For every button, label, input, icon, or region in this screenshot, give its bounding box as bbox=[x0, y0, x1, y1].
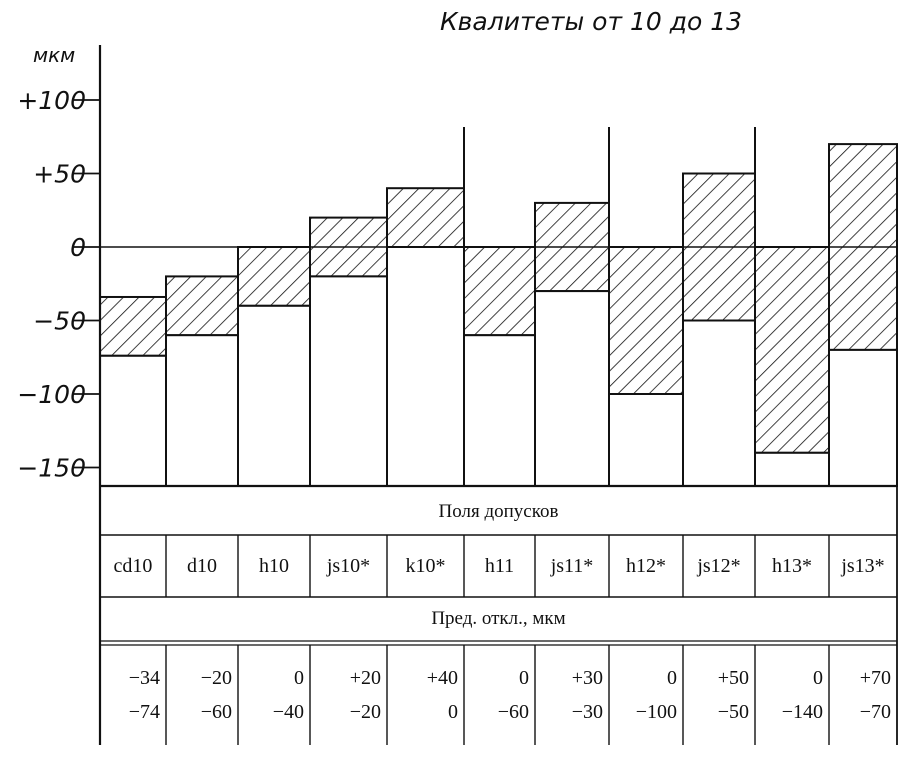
bar-base-cd10 bbox=[99, 354, 167, 487]
upper-deviation-d10: −20 bbox=[201, 667, 232, 689]
category-label-js13: js13* bbox=[840, 555, 884, 577]
category-label-k10: k10* bbox=[406, 555, 446, 577]
lower-deviation-js12: −50 bbox=[718, 701, 749, 723]
upper-deviation-h11: 0 bbox=[519, 667, 529, 689]
bar-base-h12 bbox=[608, 393, 684, 487]
upper-deviation-k10: +40 bbox=[427, 667, 458, 689]
upper-deviation-cd10: −34 bbox=[129, 667, 160, 689]
category-label-js12: js12* bbox=[696, 555, 740, 577]
category-label-h11: h11 bbox=[485, 555, 514, 577]
lower-deviation-h13: −140 bbox=[782, 701, 823, 723]
y-tick-label: +50 bbox=[33, 160, 86, 189]
upper-deviation-h13: 0 bbox=[813, 667, 823, 689]
deviations-header: Пред. откл., мкм bbox=[431, 608, 565, 629]
upper-deviation-js12: +50 bbox=[718, 667, 749, 689]
tolerance-zone-h10 bbox=[237, 246, 311, 307]
bar-base-k10 bbox=[386, 246, 465, 487]
bar-base-js11 bbox=[534, 290, 610, 487]
upper-deviation-js13: +70 bbox=[860, 667, 891, 689]
upper-deviation-js10: +20 bbox=[350, 667, 381, 689]
bar-base-h10 bbox=[237, 304, 311, 487]
upper-deviation-h12: 0 bbox=[667, 667, 677, 689]
tolerance-zone-h12 bbox=[608, 246, 684, 395]
bar-base-js10 bbox=[309, 275, 388, 487]
bar-base-js13 bbox=[828, 348, 898, 487]
bar-base-h13 bbox=[754, 451, 830, 487]
category-label-d10: d10 bbox=[187, 555, 217, 577]
bar-base-h11 bbox=[463, 334, 536, 488]
y-tick-label: −100 bbox=[17, 380, 86, 409]
lower-deviation-h10: −40 bbox=[273, 701, 304, 723]
y-tick-label: 0 bbox=[70, 233, 86, 262]
category-label-h13: h13* bbox=[772, 555, 812, 577]
y-tick-label: +100 bbox=[17, 86, 86, 115]
lower-deviation-h11: −60 bbox=[498, 701, 529, 723]
chart-title: Квалитеты от 10 до 13 bbox=[440, 7, 742, 36]
tolerance-zone-k10 bbox=[386, 187, 465, 248]
category-label-h10: h10 bbox=[259, 555, 289, 577]
tolerance-zone-h11 bbox=[463, 246, 536, 337]
y-tick-label: −50 bbox=[33, 307, 86, 336]
tolerance-zone-h13 bbox=[754, 246, 830, 454]
category-label-cd10: cd10 bbox=[114, 555, 153, 577]
y-unit-label: мкм bbox=[33, 43, 75, 67]
category-label-js10: js10* bbox=[326, 555, 370, 577]
lower-deviation-k10: 0 bbox=[448, 701, 458, 723]
lower-deviation-js13: −70 bbox=[860, 701, 891, 723]
lower-deviation-js11: −30 bbox=[572, 701, 603, 723]
category-label-h12: h12* bbox=[626, 555, 666, 577]
tolerance-fields-header: Поля допусков bbox=[439, 501, 559, 522]
category-label-js11: js11* bbox=[550, 555, 594, 577]
lower-deviation-js10: −20 bbox=[350, 701, 381, 723]
bar-base-d10 bbox=[165, 334, 239, 488]
bar-base-js12 bbox=[682, 319, 756, 487]
tolerance-zone-d10 bbox=[165, 275, 239, 337]
lower-deviation-cd10: −74 bbox=[129, 701, 160, 723]
tolerance-zone-cd10 bbox=[99, 295, 167, 357]
lower-deviation-d10: −60 bbox=[201, 701, 232, 723]
y-tick-label: −150 bbox=[17, 454, 86, 483]
upper-deviation-h10: 0 bbox=[294, 667, 304, 689]
lower-deviation-h12: −100 bbox=[636, 701, 677, 723]
upper-deviation-js11: +30 bbox=[572, 667, 603, 689]
